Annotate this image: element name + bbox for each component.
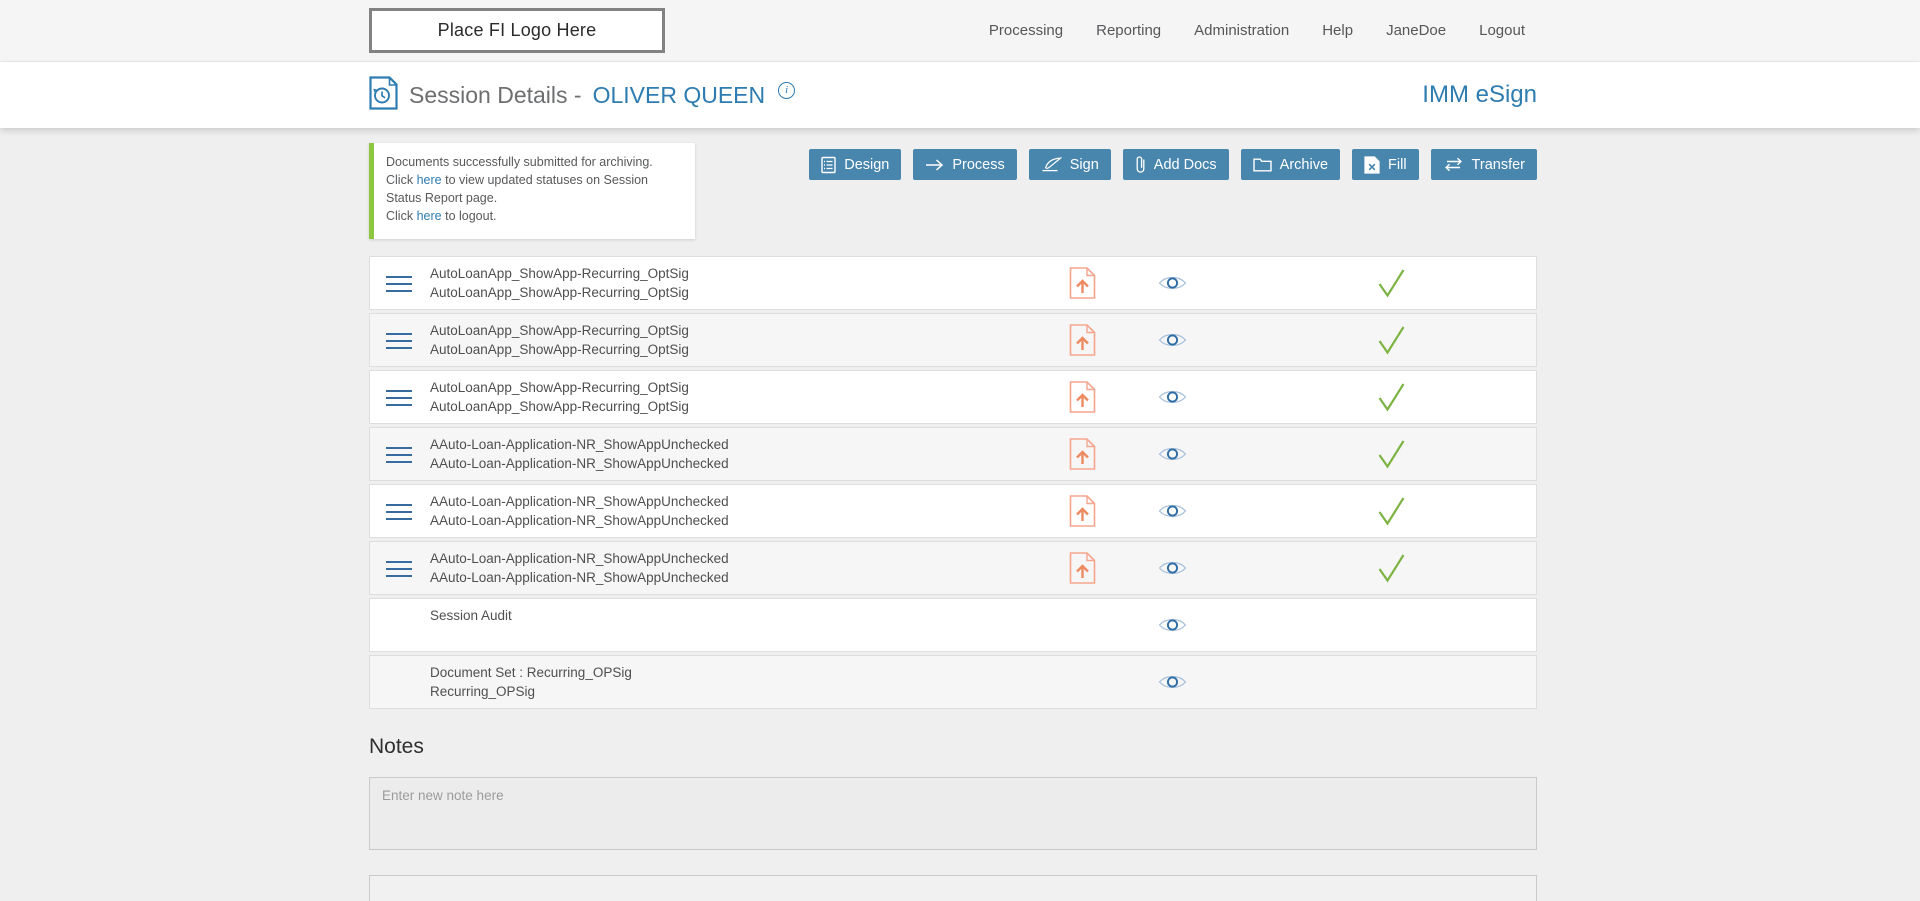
eye-icon[interactable] xyxy=(1158,560,1187,577)
document-name[interactable]: AutoLoanApp_ShowApp-Recurring_OptSig Auto… xyxy=(430,380,689,414)
alert-line-2: Click here to view updated statuses on S… xyxy=(386,173,648,205)
doc-x-icon xyxy=(1364,155,1380,174)
upload-doc-icon[interactable] xyxy=(1069,495,1096,528)
document-row: Session Audit xyxy=(369,598,1537,652)
drag-handle-icon[interactable] xyxy=(386,333,412,354)
fi-logo-text: Place FI Logo Here xyxy=(437,20,597,40)
design-doc-icon xyxy=(821,156,836,174)
drag-handle-icon[interactable] xyxy=(386,504,412,525)
eye-icon[interactable] xyxy=(1158,674,1187,691)
upload-doc-icon[interactable] xyxy=(1069,552,1096,585)
document-name[interactable]: Document Set : Recurring_OPSig Recurring_… xyxy=(430,665,632,699)
nav-item-janedoe[interactable]: JaneDoe xyxy=(1386,22,1447,39)
sign-button[interactable]: Sign xyxy=(1028,149,1111,180)
upload-doc-icon[interactable] xyxy=(1069,381,1096,414)
fill-button[interactable]: Fill xyxy=(1352,149,1419,180)
session-status-report-link[interactable]: here xyxy=(416,173,442,187)
check-icon xyxy=(1374,381,1406,413)
document-name[interactable]: AAuto-Loan-Application-NR_ShowAppUncheck… xyxy=(430,437,729,471)
check-icon xyxy=(1374,324,1406,356)
button-label: Design xyxy=(844,156,890,173)
archive-button[interactable]: Archive xyxy=(1240,149,1341,180)
main-content: Documents successfully submitted for arc… xyxy=(369,128,1537,901)
eye-icon[interactable] xyxy=(1158,446,1187,463)
button-label: Sign xyxy=(1069,156,1099,173)
nav-item-logout[interactable]: Logout xyxy=(1479,22,1525,39)
notes-history-box xyxy=(369,875,1537,901)
document-row: AutoLoanApp_ShowApp-Recurring_OptSig Auto… xyxy=(369,313,1537,367)
check-icon xyxy=(1374,267,1406,299)
logout-link[interactable]: here xyxy=(416,209,442,223)
title-bar: Session Details - OLIVER QUEEN i IMM eSi… xyxy=(0,62,1920,128)
drag-handle-icon[interactable] xyxy=(386,276,412,297)
check-icon xyxy=(1374,495,1406,527)
document-name[interactable]: AutoLoanApp_ShowApp-Recurring_OptSig Auto… xyxy=(430,266,689,300)
info-icon[interactable]: i xyxy=(778,81,796,99)
document-name[interactable]: Session Audit xyxy=(430,608,512,623)
button-label: Fill xyxy=(1388,156,1407,173)
session-toolbar: Design Process Sign Add Docs Archive Fill Tran… xyxy=(809,149,1537,180)
transfer-arrows-icon xyxy=(1443,157,1464,172)
session-history-icon xyxy=(369,75,398,115)
top-nav: Processing Reporting Administration Help Jan… xyxy=(989,22,1525,39)
document-name[interactable]: AAuto-Loan-Application-NR_ShowAppUncheck… xyxy=(430,494,729,528)
document-row: AAuto-Loan-Application-NR_ShowAppUncheck… xyxy=(369,541,1537,595)
document-row: AAuto-Loan-Application-NR_ShowAppUncheck… xyxy=(369,484,1537,538)
eye-icon[interactable] xyxy=(1158,275,1187,292)
document-row: AAuto-Loan-Application-NR_ShowAppUncheck… xyxy=(369,427,1537,481)
eye-icon[interactable] xyxy=(1158,617,1187,634)
fi-logo-placeholder: Place FI Logo Here xyxy=(369,8,665,53)
document-row: AutoLoanApp_ShowApp-Recurring_OptSig Auto… xyxy=(369,256,1537,310)
eye-icon[interactable] xyxy=(1158,389,1187,406)
add-docs-button[interactable]: Add Docs xyxy=(1122,149,1229,180)
drag-handle-icon[interactable] xyxy=(386,447,412,468)
folder-icon xyxy=(1252,157,1272,172)
process-button[interactable]: Process xyxy=(913,149,1017,180)
alert-line-3: Click here to logout. xyxy=(386,209,497,223)
archive-success-alert: Documents successfully submitted for arc… xyxy=(369,143,695,239)
note-input[interactable] xyxy=(369,777,1537,850)
page-title: Session Details - xyxy=(409,81,582,108)
design-button[interactable]: Design xyxy=(809,149,902,180)
document-name[interactable]: AAuto-Loan-Application-NR_ShowAppUncheck… xyxy=(430,551,729,585)
transfer-button[interactable]: Transfer xyxy=(1430,149,1537,180)
arrow-right-icon xyxy=(925,158,944,172)
drag-handle-icon[interactable] xyxy=(386,561,412,582)
document-row: AutoLoanApp_ShowApp-Recurring_OptSig Auto… xyxy=(369,370,1537,424)
nav-item-administration[interactable]: Administration xyxy=(1194,22,1290,39)
button-label: Process xyxy=(952,156,1005,173)
alert-line-1: Documents successfully submitted for arc… xyxy=(386,155,653,169)
nav-item-help[interactable]: Help xyxy=(1322,22,1354,39)
upload-doc-icon[interactable] xyxy=(1069,324,1096,357)
upload-doc-icon[interactable] xyxy=(1069,438,1096,471)
brand-logo: IMM eSign xyxy=(1422,81,1537,108)
eye-icon[interactable] xyxy=(1158,332,1187,349)
eye-icon[interactable] xyxy=(1158,503,1187,520)
button-label: Archive xyxy=(1279,156,1329,173)
paperclip-icon xyxy=(1135,155,1146,174)
button-label: Add Docs xyxy=(1153,156,1217,173)
nav-item-processing[interactable]: Processing xyxy=(988,22,1064,39)
document-name[interactable]: AutoLoanApp_ShowApp-Recurring_OptSig Auto… xyxy=(430,323,689,357)
notes-heading: Notes xyxy=(369,735,424,758)
check-icon xyxy=(1374,552,1406,584)
document-list: AutoLoanApp_ShowApp-Recurring_OptSig Auto… xyxy=(369,256,1537,709)
nav-item-reporting[interactable]: Reporting xyxy=(1096,22,1162,39)
button-label: Transfer xyxy=(1471,156,1525,173)
check-icon xyxy=(1374,438,1406,470)
pen-icon xyxy=(1041,157,1062,172)
document-row: Document Set : Recurring_OPSig Recurring_… xyxy=(369,655,1537,709)
drag-handle-icon[interactable] xyxy=(386,390,412,411)
session-name: OLIVER QUEEN xyxy=(592,81,766,108)
upload-doc-icon[interactable] xyxy=(1069,267,1096,300)
app-header: Place FI Logo Here Processing Reporting Ad… xyxy=(0,0,1920,62)
